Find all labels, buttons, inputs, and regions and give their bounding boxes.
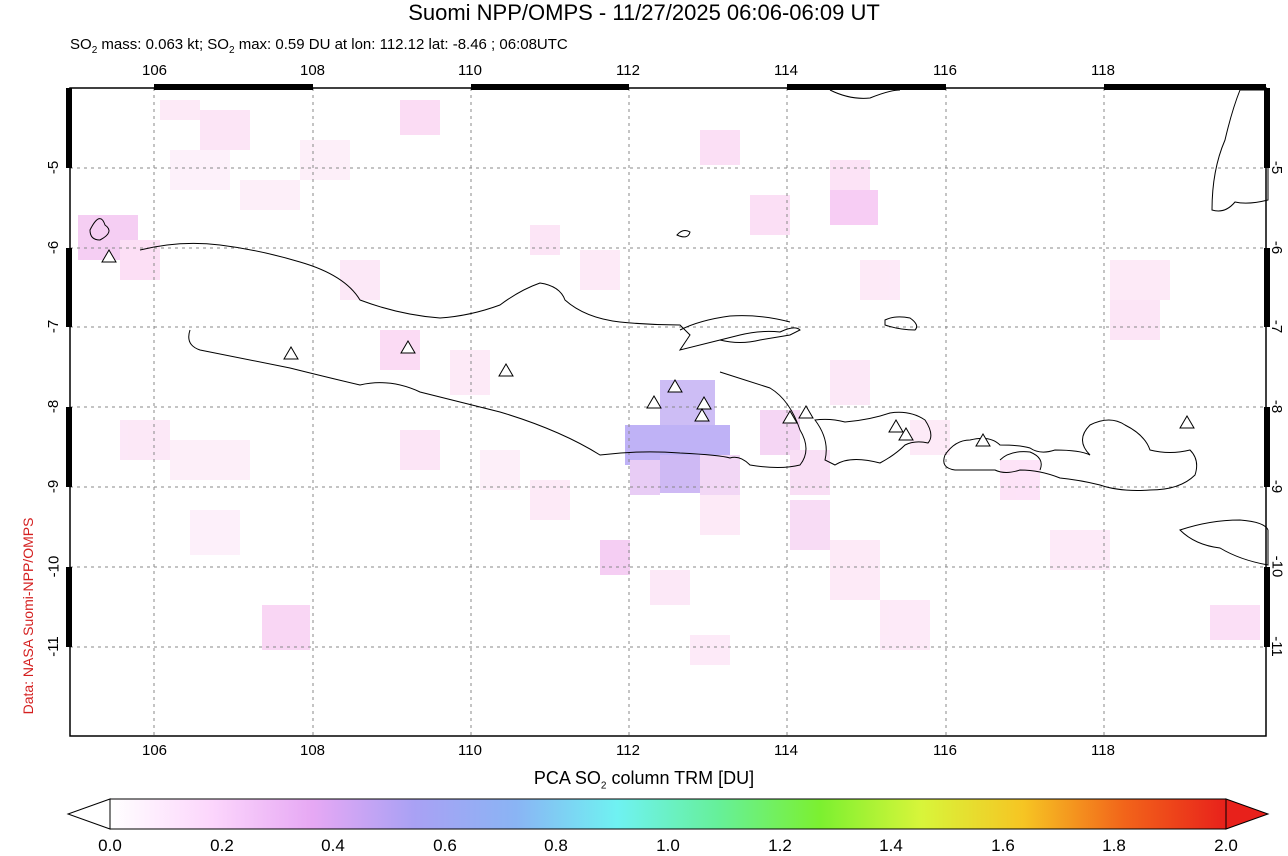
colorbar-min-arrow <box>66 798 111 830</box>
lon-tick: 108 <box>300 62 326 79</box>
volcano-markers <box>101 249 1195 447</box>
colorbar-tick: 1.6 <box>991 836 1015 855</box>
colorbar-tick: 0.6 <box>433 836 457 855</box>
lon-tick: 112 <box>616 742 640 759</box>
lon-tick: 106 <box>142 742 168 759</box>
lon-tick: 116 <box>933 62 957 79</box>
colorbar-tick: 0.8 <box>544 836 568 855</box>
grid-lines <box>70 88 1266 736</box>
colorbar-max-arrow <box>1225 798 1270 830</box>
lon-tick: 118 <box>1091 742 1115 759</box>
lon-tick: 112 <box>616 62 640 79</box>
map-frame <box>66 84 1270 737</box>
lon-tick: 114 <box>774 742 798 759</box>
colorbar-tick: 2.0 <box>1214 836 1238 855</box>
colorbar-label: PCA SO2 column TRM [DU] <box>533 768 755 792</box>
so2-pixels <box>78 100 1260 665</box>
colorbar-gradient <box>109 798 1227 830</box>
lon-tick: 118 <box>1091 62 1115 79</box>
so2-summary: SO2 mass: 0.063 kt; SO2 max: 0.59 DU at … <box>70 36 568 56</box>
colorbar-tick: 1.0 <box>656 836 680 855</box>
colorbar-tick: 1.2 <box>768 836 792 855</box>
lon-tick: 116 <box>933 742 957 759</box>
lon-tick: 110 <box>458 62 482 79</box>
colorbar-tick: 1.8 <box>1102 836 1126 855</box>
colorbar-tick: 0.2 <box>210 836 234 855</box>
lon-tick: 108 <box>300 742 326 759</box>
map-title: Suomi NPP/OMPS - 11/27/2025 06:06-06:09 … <box>408 0 880 25</box>
lon-tick: 106 <box>142 62 168 79</box>
lon-tick: 110 <box>458 742 482 759</box>
colorbar-tick: 1.4 <box>879 836 903 855</box>
lon-tick: 114 <box>774 62 798 79</box>
colorbar-tick: 0.4 <box>321 836 345 855</box>
colorbar-tick: 0.0 <box>98 836 122 855</box>
